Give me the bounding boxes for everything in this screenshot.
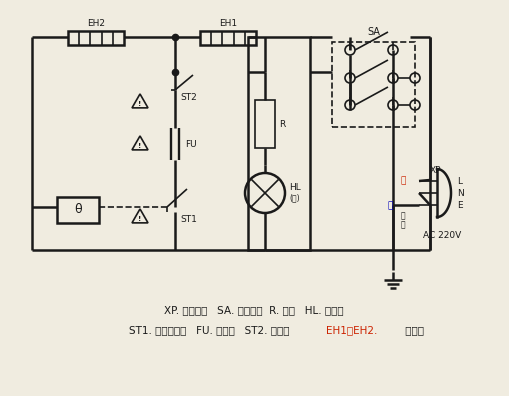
Text: E: E	[457, 200, 463, 209]
Bar	[57, 197, 99, 223]
Bar	[248, 37, 310, 250]
Text: !: !	[138, 143, 142, 148]
Text: FU: FU	[185, 139, 196, 148]
Bar	[255, 100, 275, 148]
Text: R: R	[279, 120, 285, 128]
Text: 蓝: 蓝	[387, 202, 392, 211]
Text: XP. 电源插头   SA. 功率开关  R. 电阴   HL. 指示灯: XP. 电源插头 SA. 功率开关 R. 电阴 HL. 指示灯	[164, 305, 344, 315]
Text: XP: XP	[429, 166, 441, 175]
Text: L: L	[457, 177, 462, 185]
Text: !: !	[138, 101, 142, 107]
Bar	[68, 31, 124, 45]
Text: SA: SA	[367, 27, 380, 37]
Text: AC 220V: AC 220V	[423, 230, 461, 240]
Text: N: N	[457, 188, 464, 198]
Text: EH1、EH2.: EH1、EH2.	[326, 325, 378, 335]
Bar	[332, 42, 415, 127]
Text: !: !	[138, 216, 142, 222]
Text: ST1. 调温温控器   FU. 熔断器   ST2. 温控器: ST1. 调温温控器 FU. 熔断器 ST2. 温控器	[129, 325, 289, 335]
Text: EH1: EH1	[219, 19, 237, 28]
Text: 发热器: 发热器	[402, 325, 424, 335]
Text: 黄
绿: 黄 绿	[401, 211, 405, 229]
Text: ST1: ST1	[180, 215, 197, 223]
Text: (红): (红)	[289, 194, 300, 202]
Text: 红: 红	[400, 177, 406, 185]
Text: θ: θ	[74, 202, 82, 215]
Text: EH2: EH2	[87, 19, 105, 28]
Bar	[200, 31, 256, 45]
Text: ST2: ST2	[180, 93, 197, 101]
Text: HL: HL	[289, 183, 301, 192]
